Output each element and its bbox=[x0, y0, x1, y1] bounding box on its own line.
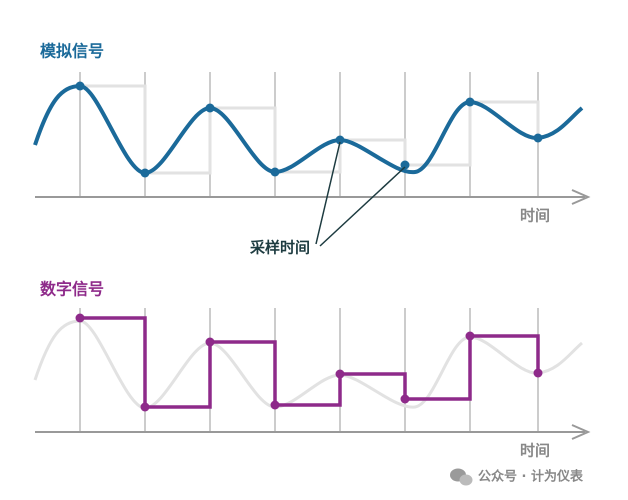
axis-arrow bbox=[571, 424, 591, 440]
top-title: 模拟信号 bbox=[40, 42, 104, 61]
digital-steps bbox=[80, 316, 540, 409]
sample-points bbox=[75, 81, 543, 178]
ghost-wave bbox=[33, 319, 584, 410]
watermark: 公众号 · 计为仪表 bbox=[478, 469, 584, 485]
annotation: 采样时间 bbox=[249, 239, 310, 257]
watermark-icon bbox=[450, 468, 473, 486]
annotation-lines bbox=[315, 141, 406, 247]
analog-wave bbox=[33, 84, 584, 175]
axis-arrow bbox=[571, 189, 591, 205]
ghost-steps bbox=[80, 84, 540, 175]
x-axis-label: 时间 bbox=[520, 207, 550, 225]
bottom-title: 数字信号 bbox=[40, 280, 104, 299]
x-axis-label: 时间 bbox=[520, 442, 550, 460]
sample-points bbox=[75, 313, 543, 412]
